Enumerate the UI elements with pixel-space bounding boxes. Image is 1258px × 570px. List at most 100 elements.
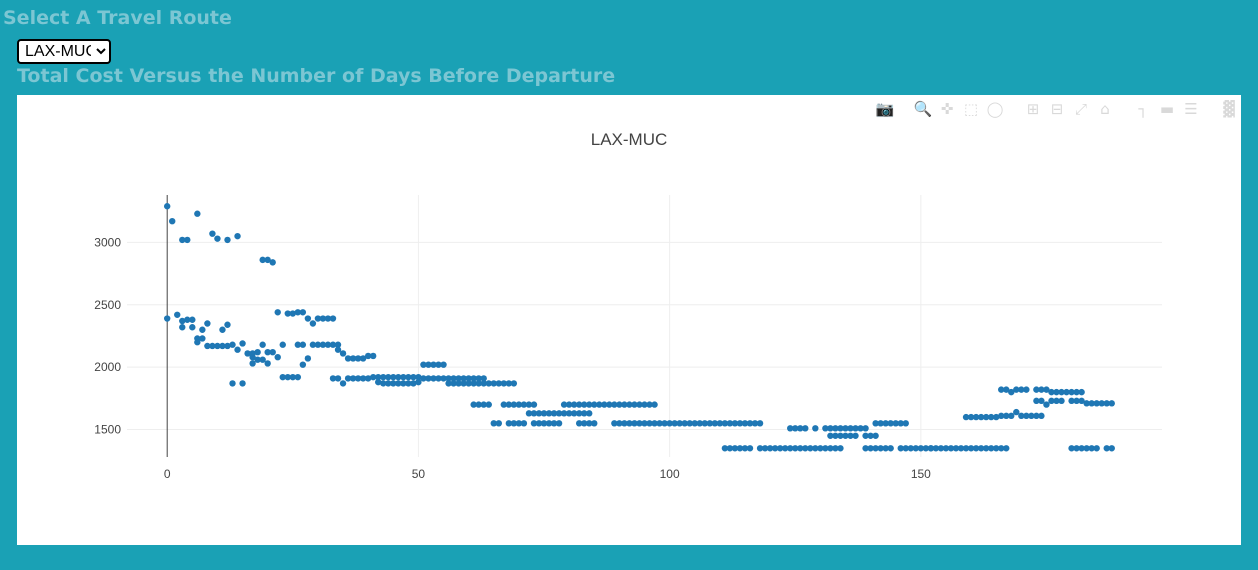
data-point[interactable]: [776, 445, 784, 452]
data-point[interactable]: [641, 420, 648, 427]
pan-icon[interactable]: ✜: [940, 100, 954, 118]
data-point[interactable]: [822, 445, 829, 452]
data-point[interactable]: [369, 373, 377, 381]
data-point[interactable]: [686, 420, 693, 427]
data-point[interactable]: [455, 380, 462, 387]
data-point[interactable]: [867, 432, 874, 439]
data-point[interactable]: [701, 420, 708, 427]
data-point[interactable]: [480, 380, 487, 387]
data-point[interactable]: [380, 380, 387, 387]
data-point[interactable]: [832, 445, 839, 452]
data-point[interactable]: [616, 420, 623, 427]
data-point[interactable]: [485, 380, 492, 387]
data-point[interactable]: [520, 420, 528, 427]
data-point[interactable]: [560, 401, 568, 408]
data-point[interactable]: [575, 401, 583, 408]
data-point[interactable]: [264, 349, 271, 356]
data-point[interactable]: [977, 445, 985, 452]
zoom-in-icon[interactable]: ⊞: [1026, 100, 1040, 118]
data-point[interactable]: [1093, 445, 1100, 452]
data-point[interactable]: [415, 378, 422, 386]
data-point[interactable]: [998, 412, 1005, 420]
data-point[interactable]: [475, 375, 482, 382]
data-point[interactable]: [1073, 397, 1080, 405]
data-point[interactable]: [385, 380, 392, 387]
data-point[interactable]: [746, 420, 754, 427]
data-point[interactable]: [334, 375, 342, 382]
data-point[interactable]: [204, 342, 211, 350]
data-point[interactable]: [972, 445, 980, 452]
data-point[interactable]: [480, 401, 487, 408]
data-point[interactable]: [827, 425, 834, 432]
data-point[interactable]: [822, 425, 829, 432]
data-point[interactable]: [349, 375, 357, 382]
data-point[interactable]: [450, 380, 457, 387]
data-point[interactable]: [324, 341, 332, 348]
data-point[interactable]: [259, 256, 266, 264]
data-point[interactable]: [505, 420, 513, 427]
data-point[interactable]: [279, 373, 286, 381]
data-point[interactable]: [1043, 386, 1050, 393]
data-point[interactable]: [329, 315, 337, 322]
data-point[interactable]: [1038, 386, 1045, 393]
data-point[interactable]: [184, 236, 191, 244]
data-point[interactable]: [530, 410, 538, 417]
data-point[interactable]: [671, 420, 678, 427]
data-point[interactable]: [440, 361, 447, 368]
data-point[interactable]: [314, 341, 322, 348]
data-point[interactable]: [410, 373, 417, 381]
data-point[interactable]: [797, 425, 804, 432]
data-point[interactable]: [294, 309, 302, 316]
data-point[interactable]: [807, 445, 814, 452]
data-point[interactable]: [741, 445, 749, 452]
data-point[interactable]: [641, 401, 648, 408]
data-point[interactable]: [1103, 400, 1110, 407]
data-point[interactable]: [565, 410, 573, 417]
data-point[interactable]: [395, 380, 402, 387]
data-point[interactable]: [269, 349, 276, 356]
data-point[interactable]: [942, 445, 950, 452]
data-point[interactable]: [797, 445, 804, 452]
data-point[interactable]: [525, 401, 533, 408]
data-point[interactable]: [199, 326, 206, 333]
data-point[interactable]: [515, 401, 523, 408]
data-point[interactable]: [194, 210, 201, 217]
data-point[interactable]: [565, 401, 573, 408]
data-point[interactable]: [405, 373, 412, 381]
data-point[interactable]: [334, 346, 342, 353]
data-point[interactable]: [570, 401, 578, 408]
data-point[interactable]: [902, 445, 909, 452]
data-point[interactable]: [369, 352, 377, 360]
hover-compare-icon[interactable]: ☰: [1184, 100, 1198, 118]
data-point[interactable]: [364, 352, 372, 360]
data-point[interactable]: [269, 259, 276, 266]
data-point[interactable]: [289, 373, 297, 381]
data-point[interactable]: [354, 375, 362, 382]
data-point[interactable]: [852, 425, 859, 432]
data-point[interactable]: [204, 320, 211, 327]
data-point[interactable]: [877, 445, 884, 452]
data-point[interactable]: [189, 316, 196, 323]
data-point[interactable]: [656, 420, 663, 427]
data-point[interactable]: [666, 420, 673, 427]
data-point[interactable]: [490, 420, 497, 427]
data-point[interactable]: [751, 420, 759, 427]
data-point[interactable]: [405, 380, 412, 387]
data-point[interactable]: [329, 375, 337, 382]
data-point[interactable]: [1108, 445, 1115, 452]
data-point[interactable]: [163, 203, 171, 210]
data-point[interactable]: [1008, 412, 1015, 420]
data-point[interactable]: [420, 361, 427, 368]
data-point[interactable]: [756, 445, 764, 452]
data-point[interactable]: [912, 445, 920, 452]
data-point[interactable]: [872, 445, 879, 452]
data-point[interactable]: [897, 445, 904, 452]
data-point[interactable]: [992, 445, 1000, 452]
data-point[interactable]: [611, 401, 618, 408]
data-point[interactable]: [209, 342, 216, 350]
data-point[interactable]: [1068, 397, 1075, 405]
data-point[interactable]: [611, 420, 618, 427]
data-point[interactable]: [827, 432, 834, 439]
data-point[interactable]: [982, 445, 990, 452]
data-point[interactable]: [460, 380, 467, 387]
